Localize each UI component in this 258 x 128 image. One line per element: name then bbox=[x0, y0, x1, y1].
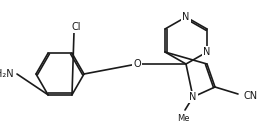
Text: N: N bbox=[203, 47, 211, 57]
Text: N: N bbox=[189, 92, 197, 102]
Text: Me: Me bbox=[177, 114, 189, 123]
Text: CN: CN bbox=[243, 91, 257, 101]
Text: Cl: Cl bbox=[71, 22, 81, 32]
Text: H₂N: H₂N bbox=[0, 69, 14, 79]
Text: N: N bbox=[182, 12, 190, 22]
Text: O: O bbox=[133, 59, 141, 69]
